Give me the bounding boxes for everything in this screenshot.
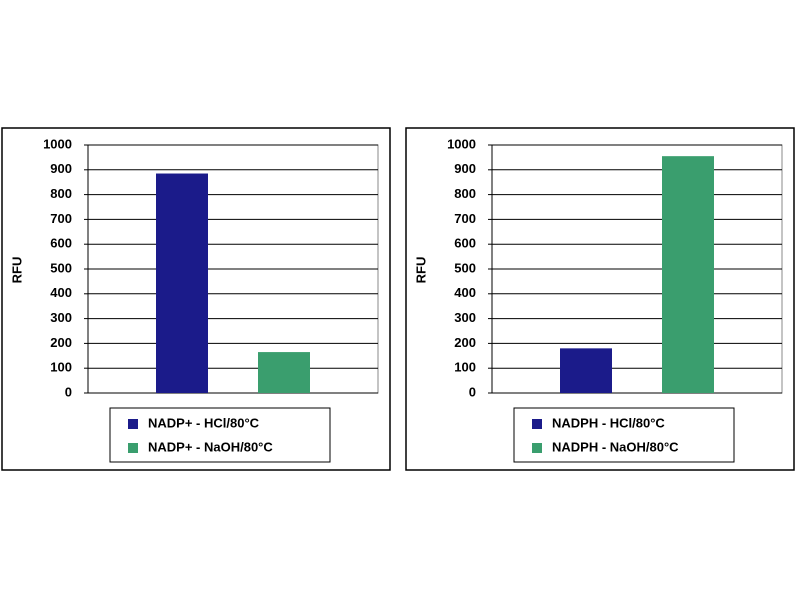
chart-frame: [405, 127, 795, 471]
y-tick-label: 0: [65, 384, 72, 399]
y-tick-label: 300: [454, 310, 476, 325]
y-tick-label: 100: [454, 360, 476, 375]
y-tick-label: 400: [454, 285, 476, 300]
y-tick-label: 700: [454, 211, 476, 226]
y-tick-label: 300: [50, 310, 72, 325]
y-tick-label: 500: [50, 260, 72, 275]
legend-label: NADPH - NaOH/80°C: [552, 439, 679, 454]
legend-swatch: [532, 419, 542, 429]
y-tick-label: 500: [454, 260, 476, 275]
y-tick-label: 1000: [447, 136, 476, 151]
legend-label: NADP+ - HCl/80°C: [148, 415, 260, 430]
legend-label: NADP+ - NaOH/80°C: [148, 439, 273, 454]
y-tick-label: 0: [469, 384, 476, 399]
y-tick-label: 800: [454, 186, 476, 201]
y-tick-label: 700: [50, 211, 72, 226]
y-tick-label: 800: [50, 186, 72, 201]
bar: [258, 352, 310, 393]
bar: [662, 156, 714, 393]
legend-swatch: [128, 443, 138, 453]
legend-label: NADPH - HCl/80°C: [552, 415, 665, 430]
y-tick-label: 600: [454, 236, 476, 251]
bar: [560, 348, 612, 393]
y-tick-label: 200: [50, 335, 72, 350]
y-axis-title: RFU: [9, 257, 24, 284]
y-tick-label: 900: [454, 161, 476, 176]
bar: [156, 173, 208, 393]
y-tick-label: 600: [50, 236, 72, 251]
y-tick-label: 900: [50, 161, 72, 176]
legend-box: [513, 407, 735, 463]
y-axis-title: RFU: [413, 257, 428, 284]
legend-box: [109, 407, 331, 463]
chart: 0 100 200 300 400 500 600 700 800 900 1000 RFU NADPH…: [405, 127, 795, 471]
legend-swatch: [128, 419, 138, 429]
y-tick-label: 400: [50, 285, 72, 300]
y-tick-label: 200: [454, 335, 476, 350]
y-tick-label: 100: [50, 360, 72, 375]
chart-frame: [1, 127, 391, 471]
y-tick-label: 1000: [43, 136, 72, 151]
chart: 0 100 200 300 400 500 600 700 800 900 1000 RFU NADP+…: [1, 127, 391, 471]
legend-swatch: [532, 443, 542, 453]
